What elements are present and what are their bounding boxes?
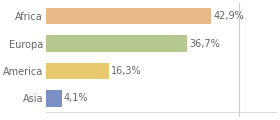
Text: 42,9%: 42,9% <box>213 11 244 21</box>
Text: 4,1%: 4,1% <box>64 93 88 103</box>
Bar <box>46 63 109 79</box>
Bar <box>46 35 187 52</box>
Bar <box>46 90 62 107</box>
Text: 36,7%: 36,7% <box>189 39 220 49</box>
Bar <box>46 8 211 24</box>
Text: 16,3%: 16,3% <box>111 66 141 76</box>
